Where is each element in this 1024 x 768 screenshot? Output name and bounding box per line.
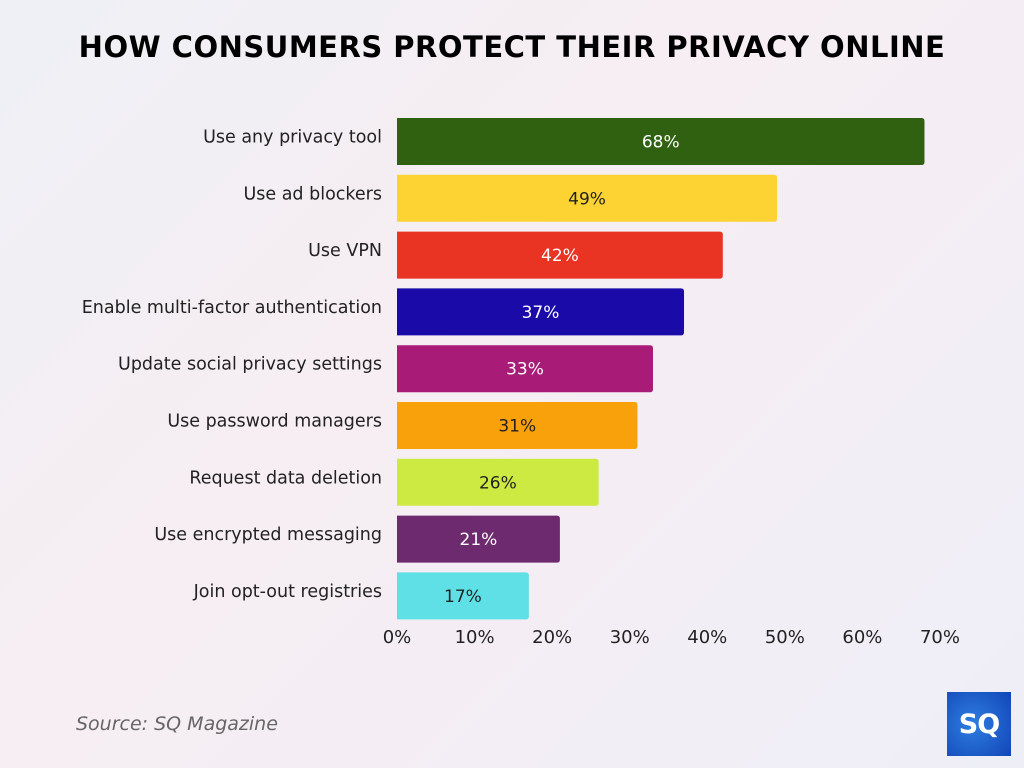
bar [397,515,560,563]
x-tick-label: 10% [455,627,495,648]
category-label: Use any privacy tool [203,128,382,148]
source-note: Source: SQ Magazine [76,713,278,735]
bar-value-label: 17% [444,587,482,607]
bar-value-label: 21% [460,530,498,550]
bar-value-label: 42% [541,246,579,266]
x-tick-label: 40% [687,627,727,648]
x-tick-label: 50% [765,627,805,648]
category-label: Request data deletion [189,468,382,488]
bar [397,402,638,449]
bar-value-label: 68% [642,133,680,153]
bar-value-label: 49% [568,189,606,209]
x-tick-label: 30% [610,627,650,648]
category-label: Use ad blockers [243,184,382,204]
bar [397,174,778,222]
sq-logo: SQ [947,692,1011,756]
category-label: Use VPN [308,241,382,261]
bar-value-label: 26% [479,473,517,493]
chart-title: HOW CONSUMERS PROTECT THEIR PRIVACY ONLI… [78,30,946,64]
bar-value-label: 33% [506,360,544,380]
bar-value-label: 31% [498,417,536,437]
category-label: Enable multi-factor authentication [82,298,382,318]
bar [397,231,723,279]
bar [397,345,653,393]
bar [397,572,529,620]
x-tick-label: 70% [920,627,960,648]
category-label: Use password managers [167,412,382,432]
category-label: Join opt-out registries [193,582,382,602]
bar-value-label: 37% [522,303,560,323]
bar [397,118,925,165]
x-tick-label: 0% [383,627,412,648]
bar [397,458,599,506]
x-tick-label: 20% [532,627,572,648]
bar [397,288,685,336]
category-label: Use encrypted messaging [154,525,382,545]
x-tick-label: 60% [842,627,882,648]
category-label: Update social privacy settings [118,355,382,375]
